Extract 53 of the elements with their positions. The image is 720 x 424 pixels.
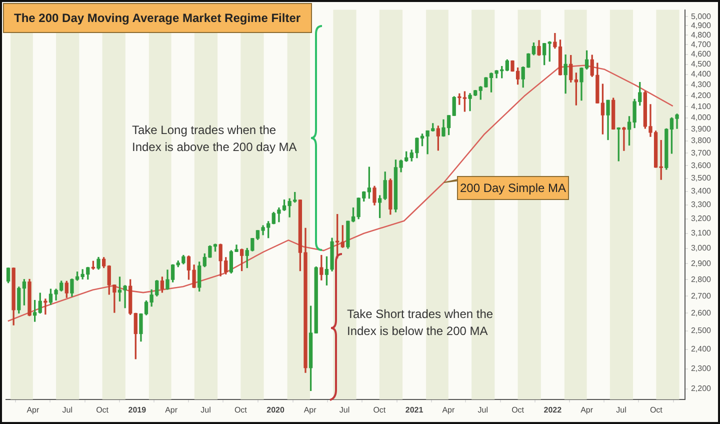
y-tick-label: 4,800 [690, 30, 712, 40]
x-tick-label: 2020 [266, 405, 285, 414]
y-tick-label: 2,700 [690, 291, 712, 300]
y-tick-label: 2,300 [690, 364, 712, 374]
y-tick-label: 2,900 [690, 258, 712, 268]
series-label: 200 Day Simple MA [457, 176, 569, 200]
x-tick-label: Apr [580, 405, 594, 414]
y-tick-label: 4,000 [690, 112, 712, 122]
x-tick-label: Oct [512, 405, 525, 414]
x-tick-label: Jul [200, 405, 212, 414]
x-tick-label: Apr [304, 405, 317, 414]
x-tick-label: Jul [478, 405, 488, 414]
y-tick-label: 2,200 [690, 384, 712, 394]
y-tick-label: 3,800 [690, 136, 712, 146]
y-tick-label: 3,100 [690, 228, 712, 238]
y-tick-label: 3,900 [690, 124, 712, 134]
x-tick-label: 2021 [405, 405, 424, 414]
y-tick-label: 3,600 [690, 160, 712, 170]
y-tick-label: 4,900 [690, 20, 712, 30]
x-tick-label: Jul [62, 405, 73, 414]
x-tick-label: Jul [616, 405, 627, 414]
candlestick [622, 126, 626, 151]
y-tick-label: 3,000 [690, 243, 712, 252]
chart-title: The 200 Day Moving Average Market Regime Filter [3, 3, 312, 33]
x-tick-label: Apr [165, 405, 178, 414]
y-tick-label: 3,300 [690, 200, 712, 210]
y-tick-label: 3,200 [690, 214, 712, 224]
x-tick-label: Oct [650, 405, 664, 414]
y-tick-label: 2,400 [690, 344, 712, 354]
x-tick-label: Apr [26, 405, 40, 414]
annotation: Take Short trades when the Index is below the 200 MA [347, 306, 494, 340]
y-tick-label: 4,500 [690, 60, 712, 69]
y-tick-label: 5,000 [690, 12, 712, 21]
y-tick-label: 4,400 [690, 70, 712, 79]
y-tick-label: 4,100 [690, 102, 712, 111]
x-tick-label: 2019 [128, 405, 147, 414]
y-tick-label: 3,500 [690, 174, 712, 183]
x-tick-label: 2022 [544, 405, 562, 414]
x-tick-label: Oct [96, 405, 110, 414]
y-tick-label: 4,200 [690, 90, 712, 100]
y-tick-label: 4,700 [690, 40, 712, 49]
y-tick-label: 2,500 [690, 326, 712, 336]
annotation: Take Long trades when the Index is above the 200 day MA [132, 122, 298, 156]
x-tick-label: Jul [339, 405, 350, 414]
x-tick-label: Oct [234, 405, 248, 414]
x-tick-label: Apr [442, 405, 455, 414]
y-tick-label: 4,600 [690, 50, 712, 59]
y-tick-label: 3,700 [690, 148, 712, 158]
y-tick-label: 4,300 [690, 80, 712, 90]
y-tick-label: 3,400 [690, 186, 712, 196]
y-tick-label: 2,600 [690, 308, 712, 318]
x-tick-label: Oct [373, 405, 386, 414]
y-tick-label: 2,800 [690, 274, 712, 284]
